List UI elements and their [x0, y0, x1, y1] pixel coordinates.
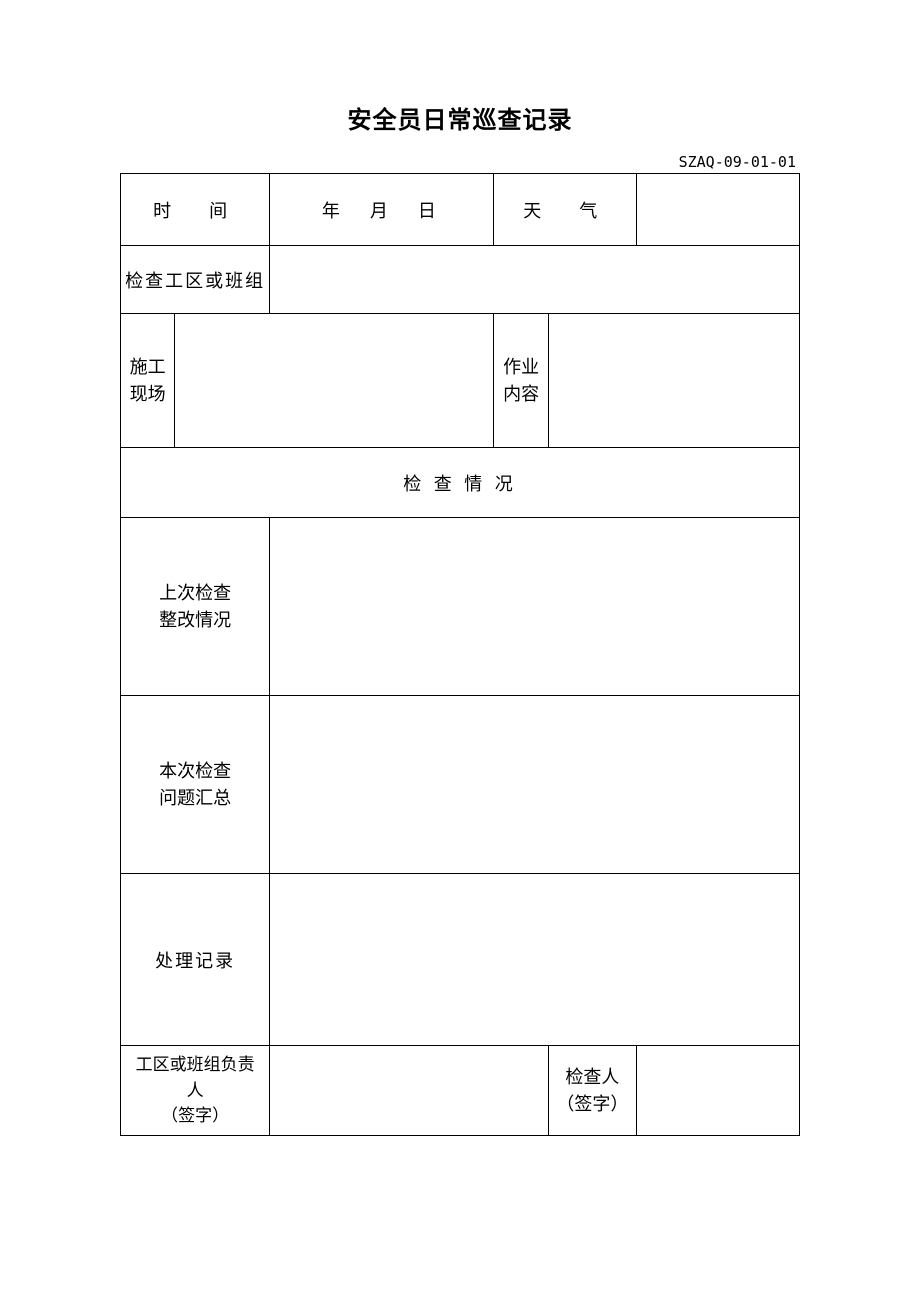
team-value [270, 246, 800, 314]
leader-sign-label: 工区或班组负责 人 （签字） [121, 1046, 270, 1136]
inspection-form-table: 时 间 年 月 日 天 气 检查工区或班组 施工 现场 作业 内容 检 查 情 … [120, 173, 800, 1136]
document-code: SZAQ-09-01-01 [120, 153, 800, 171]
content-label: 作业 内容 [494, 314, 548, 448]
team-label: 检查工区或班组 [121, 246, 270, 314]
weather-value [637, 174, 800, 246]
site-label: 施工 现场 [121, 314, 175, 448]
handling-record-value [270, 874, 800, 1046]
date-cell: 年 月 日 [270, 174, 494, 246]
inspector-sign-value [637, 1046, 800, 1136]
last-inspection-value [270, 518, 800, 696]
weather-label: 天 气 [494, 174, 637, 246]
page-title: 安全员日常巡查记录 [120, 100, 800, 135]
time-label: 时 间 [121, 174, 270, 246]
last-inspection-label: 上次检查 整改情况 [121, 518, 270, 696]
inspection-header: 检 查 情 况 [121, 448, 800, 518]
leader-sign-value [270, 1046, 548, 1136]
current-issues-label: 本次检查 问题汇总 [121, 696, 270, 874]
inspector-sign-label: 检查人 （签字） [548, 1046, 636, 1136]
site-value [175, 314, 494, 448]
content-value [548, 314, 799, 448]
current-issues-value [270, 696, 800, 874]
handling-record-label: 处理记录 [121, 874, 270, 1046]
